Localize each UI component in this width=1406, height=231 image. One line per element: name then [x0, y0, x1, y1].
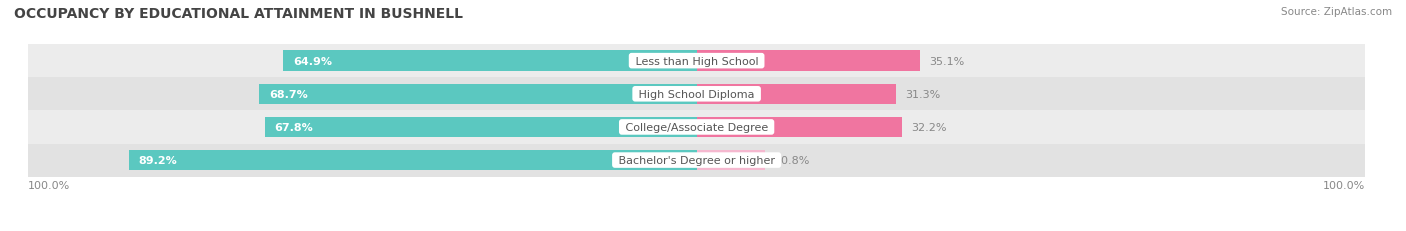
Text: 67.8%: 67.8% [274, 122, 314, 132]
Bar [284, 51, 696, 72]
Text: 68.7%: 68.7% [269, 89, 308, 99]
Bar [28, 111, 1365, 144]
Bar [696, 84, 896, 105]
Bar [28, 78, 1365, 111]
Text: 10.8%: 10.8% [775, 155, 810, 165]
Text: Less than High School: Less than High School [631, 56, 762, 66]
Text: OCCUPANCY BY EDUCATIONAL ATTAINMENT IN BUSHNELL: OCCUPANCY BY EDUCATIONAL ATTAINMENT IN B… [14, 7, 463, 21]
Bar [696, 51, 920, 72]
Bar [696, 117, 901, 138]
Bar [28, 144, 1365, 177]
Bar [28, 45, 1365, 78]
Text: 64.9%: 64.9% [292, 56, 332, 66]
Bar [129, 150, 696, 171]
Text: 100.0%: 100.0% [28, 180, 70, 190]
Text: Source: ZipAtlas.com: Source: ZipAtlas.com [1281, 7, 1392, 17]
Text: Bachelor's Degree or higher: Bachelor's Degree or higher [614, 155, 779, 165]
Text: 89.2%: 89.2% [138, 155, 177, 165]
Bar [259, 84, 696, 105]
Text: High School Diploma: High School Diploma [636, 89, 758, 99]
Text: 32.2%: 32.2% [911, 122, 946, 132]
Bar [264, 117, 696, 138]
Text: College/Associate Degree: College/Associate Degree [621, 122, 772, 132]
Text: 35.1%: 35.1% [929, 56, 965, 66]
Bar [696, 150, 765, 171]
Text: 100.0%: 100.0% [1323, 180, 1365, 190]
Text: 31.3%: 31.3% [905, 89, 941, 99]
